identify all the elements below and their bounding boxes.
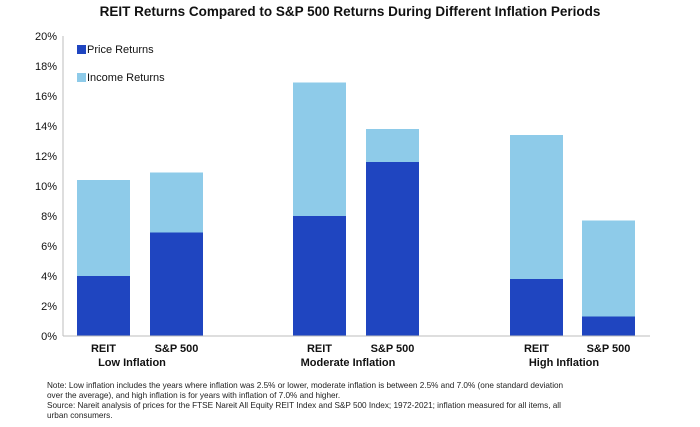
group-label: Low Inflation <box>98 357 166 369</box>
bar-price-returns <box>582 316 635 336</box>
y-tick-label: 10% <box>35 181 57 193</box>
y-tick-label: 0% <box>41 331 57 343</box>
chart-title: REIT Returns Compared to S&P 500 Returns… <box>99 4 601 19</box>
bar-income-returns <box>77 180 130 276</box>
y-tick-label: 18% <box>35 61 57 73</box>
source-line-2: urban consumers. <box>47 411 113 420</box>
legend-label-income-returns: Income Returns <box>87 72 165 84</box>
x-tick-label: S&P 500 <box>587 343 631 355</box>
y-tick-label: 2% <box>41 301 57 313</box>
bar-price-returns <box>366 162 419 336</box>
x-tick-label: REIT <box>91 343 116 355</box>
x-tick-label: S&P 500 <box>371 343 415 355</box>
bar-price-returns <box>293 216 346 336</box>
chart-footnote: Note: Low inflation includes the years w… <box>47 381 687 421</box>
x-tick-label: S&P 500 <box>155 343 199 355</box>
legend-swatch-income-returns <box>77 73 86 82</box>
bar-income-returns <box>510 135 563 279</box>
y-tick-label: 20% <box>35 31 57 43</box>
y-tick-label: 16% <box>35 91 57 103</box>
bar-price-returns <box>77 276 130 336</box>
note-line-2: over the average), and high inflation is… <box>47 391 341 400</box>
bar-income-returns <box>293 82 346 216</box>
y-tick-label: 8% <box>41 211 57 223</box>
y-tick-label: 12% <box>35 151 57 163</box>
y-tick-label: 4% <box>41 271 57 283</box>
x-tick-label: REIT <box>307 343 332 355</box>
stacked-bar-chart: 0% 2% 4% 6% 8% 10% 12% 14% 16% 18% 20% REIT S&P 500 R… <box>35 31 650 369</box>
x-tick-label: REIT <box>524 343 549 355</box>
y-tick-label: 14% <box>35 121 57 133</box>
y-tick-label: 6% <box>41 241 57 253</box>
note-line-1: Note: Low inflation includes the years w… <box>47 381 564 390</box>
legend-label-price-returns: Price Returns <box>87 44 154 56</box>
group-label: Moderate Inflation <box>301 357 396 369</box>
source-line-1: Source: Nareit analysis of prices for th… <box>47 401 561 410</box>
bar-income-returns <box>150 172 203 233</box>
bar-price-returns <box>150 232 203 336</box>
bar-income-returns <box>366 129 419 162</box>
bar-income-returns <box>582 220 635 317</box>
group-label: High Inflation <box>529 357 600 369</box>
bar-price-returns <box>510 279 563 336</box>
legend-swatch-price-returns <box>77 45 86 54</box>
